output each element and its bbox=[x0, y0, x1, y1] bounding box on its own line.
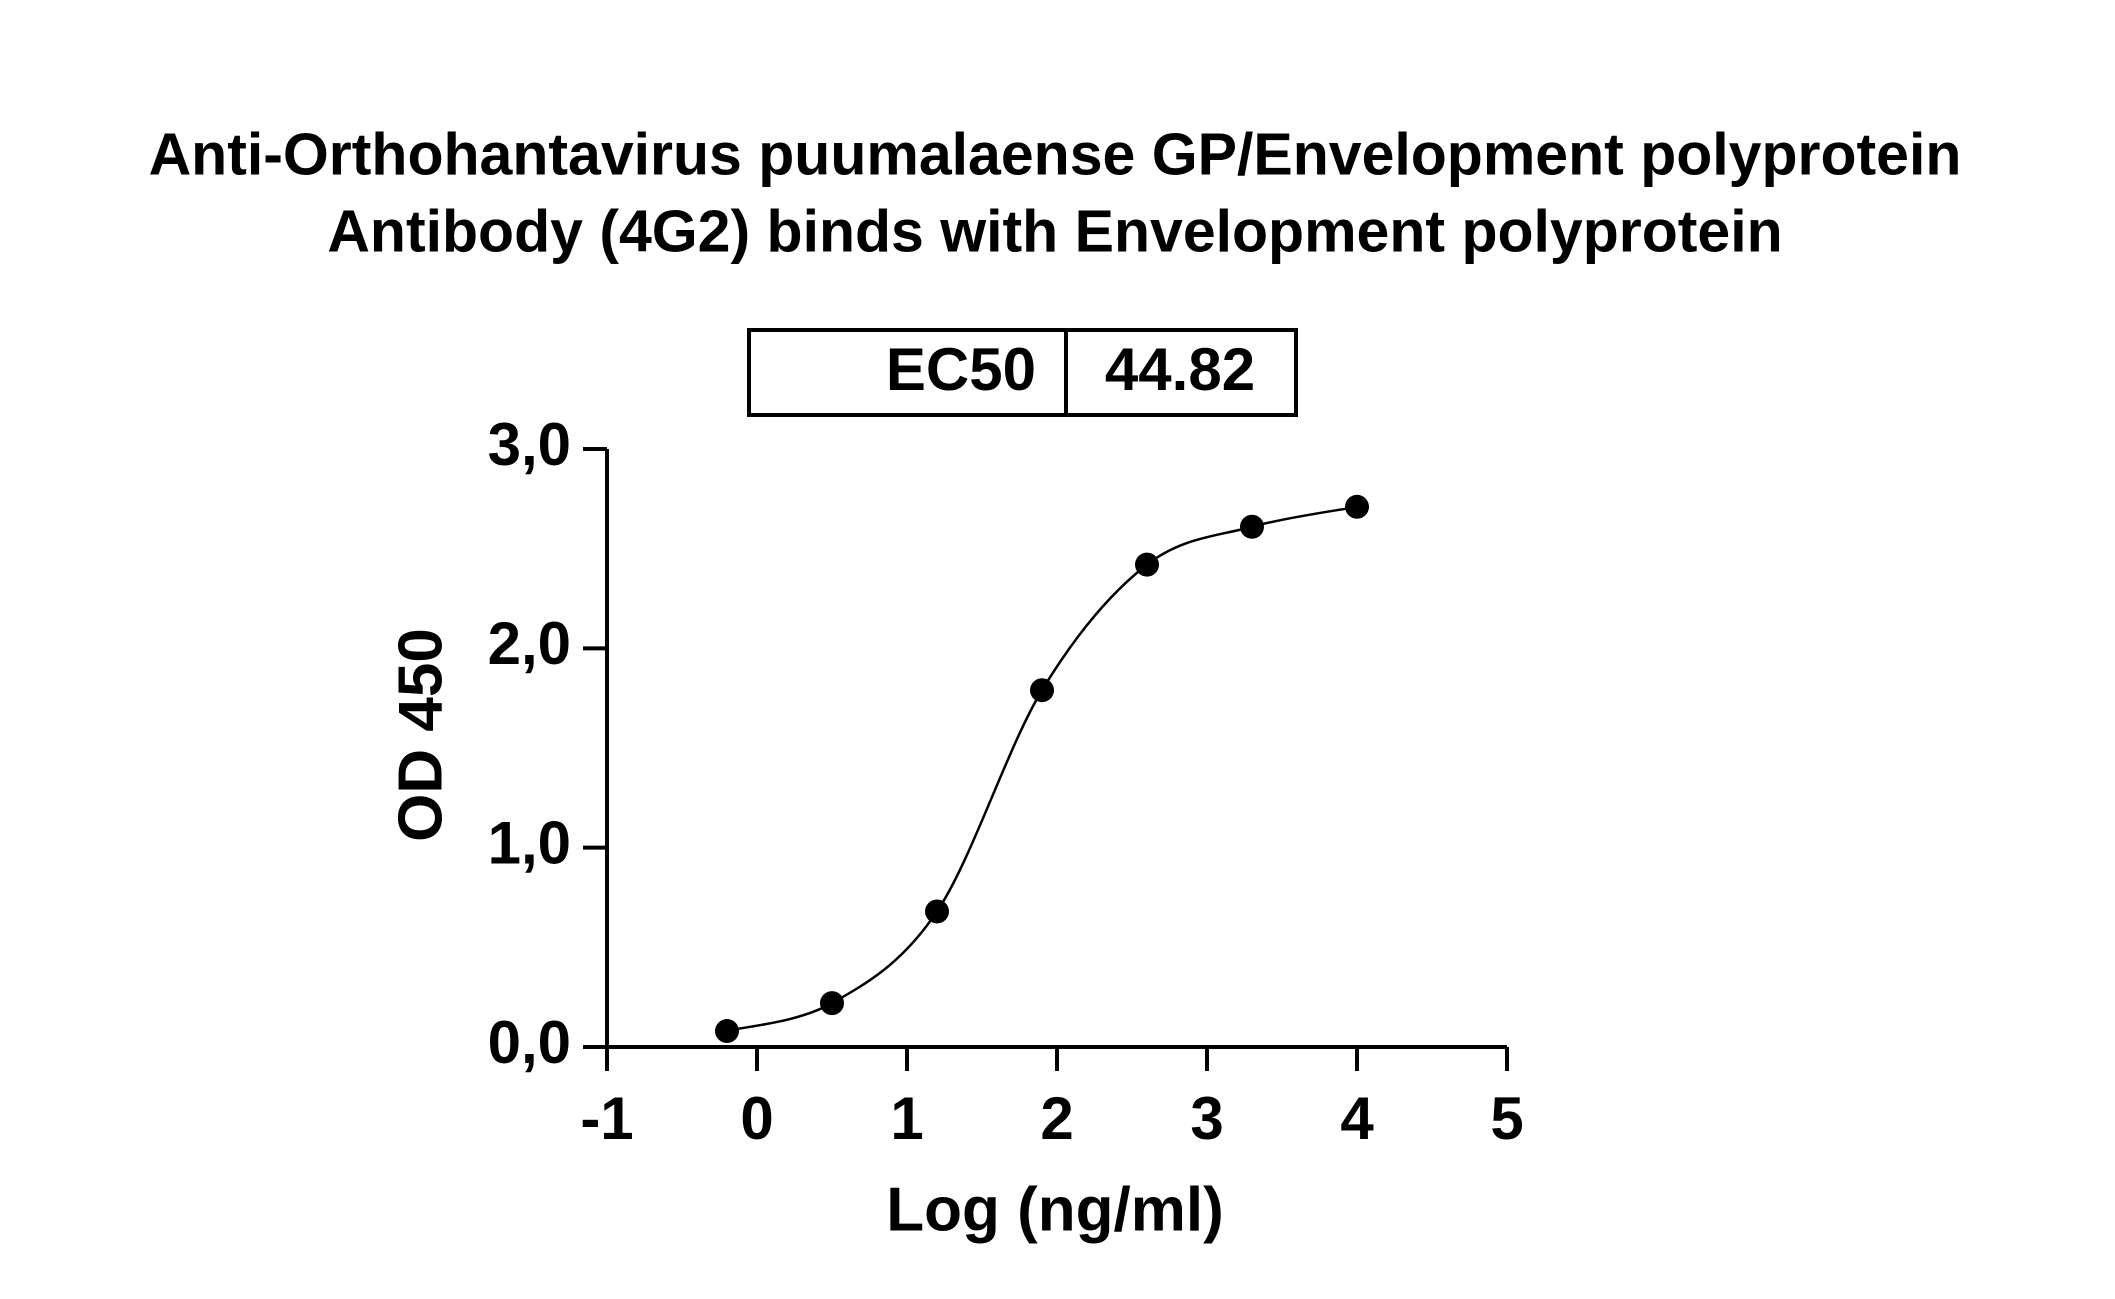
x-tick-label: 1 bbox=[890, 1085, 923, 1152]
x-tick-label: 0 bbox=[740, 1085, 773, 1152]
annotation-label: EC50 bbox=[886, 336, 1036, 403]
annotation-value: 44.82 bbox=[1105, 336, 1255, 403]
data-point bbox=[1135, 552, 1159, 577]
y-axis-label: OD 450 bbox=[386, 628, 455, 842]
x-tick-label: 5 bbox=[1490, 1085, 1523, 1152]
x-tick-label: 4 bbox=[1340, 1085, 1374, 1152]
fit-curve bbox=[726, 505, 1358, 1033]
x-axis-label: Log (ng/ml) bbox=[886, 1175, 1223, 1244]
data-point bbox=[925, 899, 949, 924]
x-tick-label: 3 bbox=[1190, 1085, 1223, 1152]
chart-title: Antibody (4G2) binds with Envelopment po… bbox=[327, 199, 1782, 265]
data-point bbox=[1240, 514, 1264, 539]
data-point bbox=[1345, 494, 1369, 519]
chart-title: Anti-Orthohantavirus puumalaense GP/Enve… bbox=[149, 122, 1962, 188]
y-tick-label: 3,0 bbox=[488, 411, 571, 478]
data-point bbox=[1030, 678, 1054, 703]
y-tick-label: 0,0 bbox=[488, 1009, 571, 1076]
x-tick-label: 2 bbox=[1040, 1085, 1073, 1152]
data-point bbox=[820, 991, 844, 1016]
y-tick-label: 2,0 bbox=[488, 610, 571, 677]
annotation-box bbox=[747, 328, 1298, 417]
x-tick-label: -1 bbox=[580, 1085, 633, 1152]
y-tick-label: 1,0 bbox=[488, 810, 571, 877]
data-point bbox=[715, 1019, 739, 1044]
